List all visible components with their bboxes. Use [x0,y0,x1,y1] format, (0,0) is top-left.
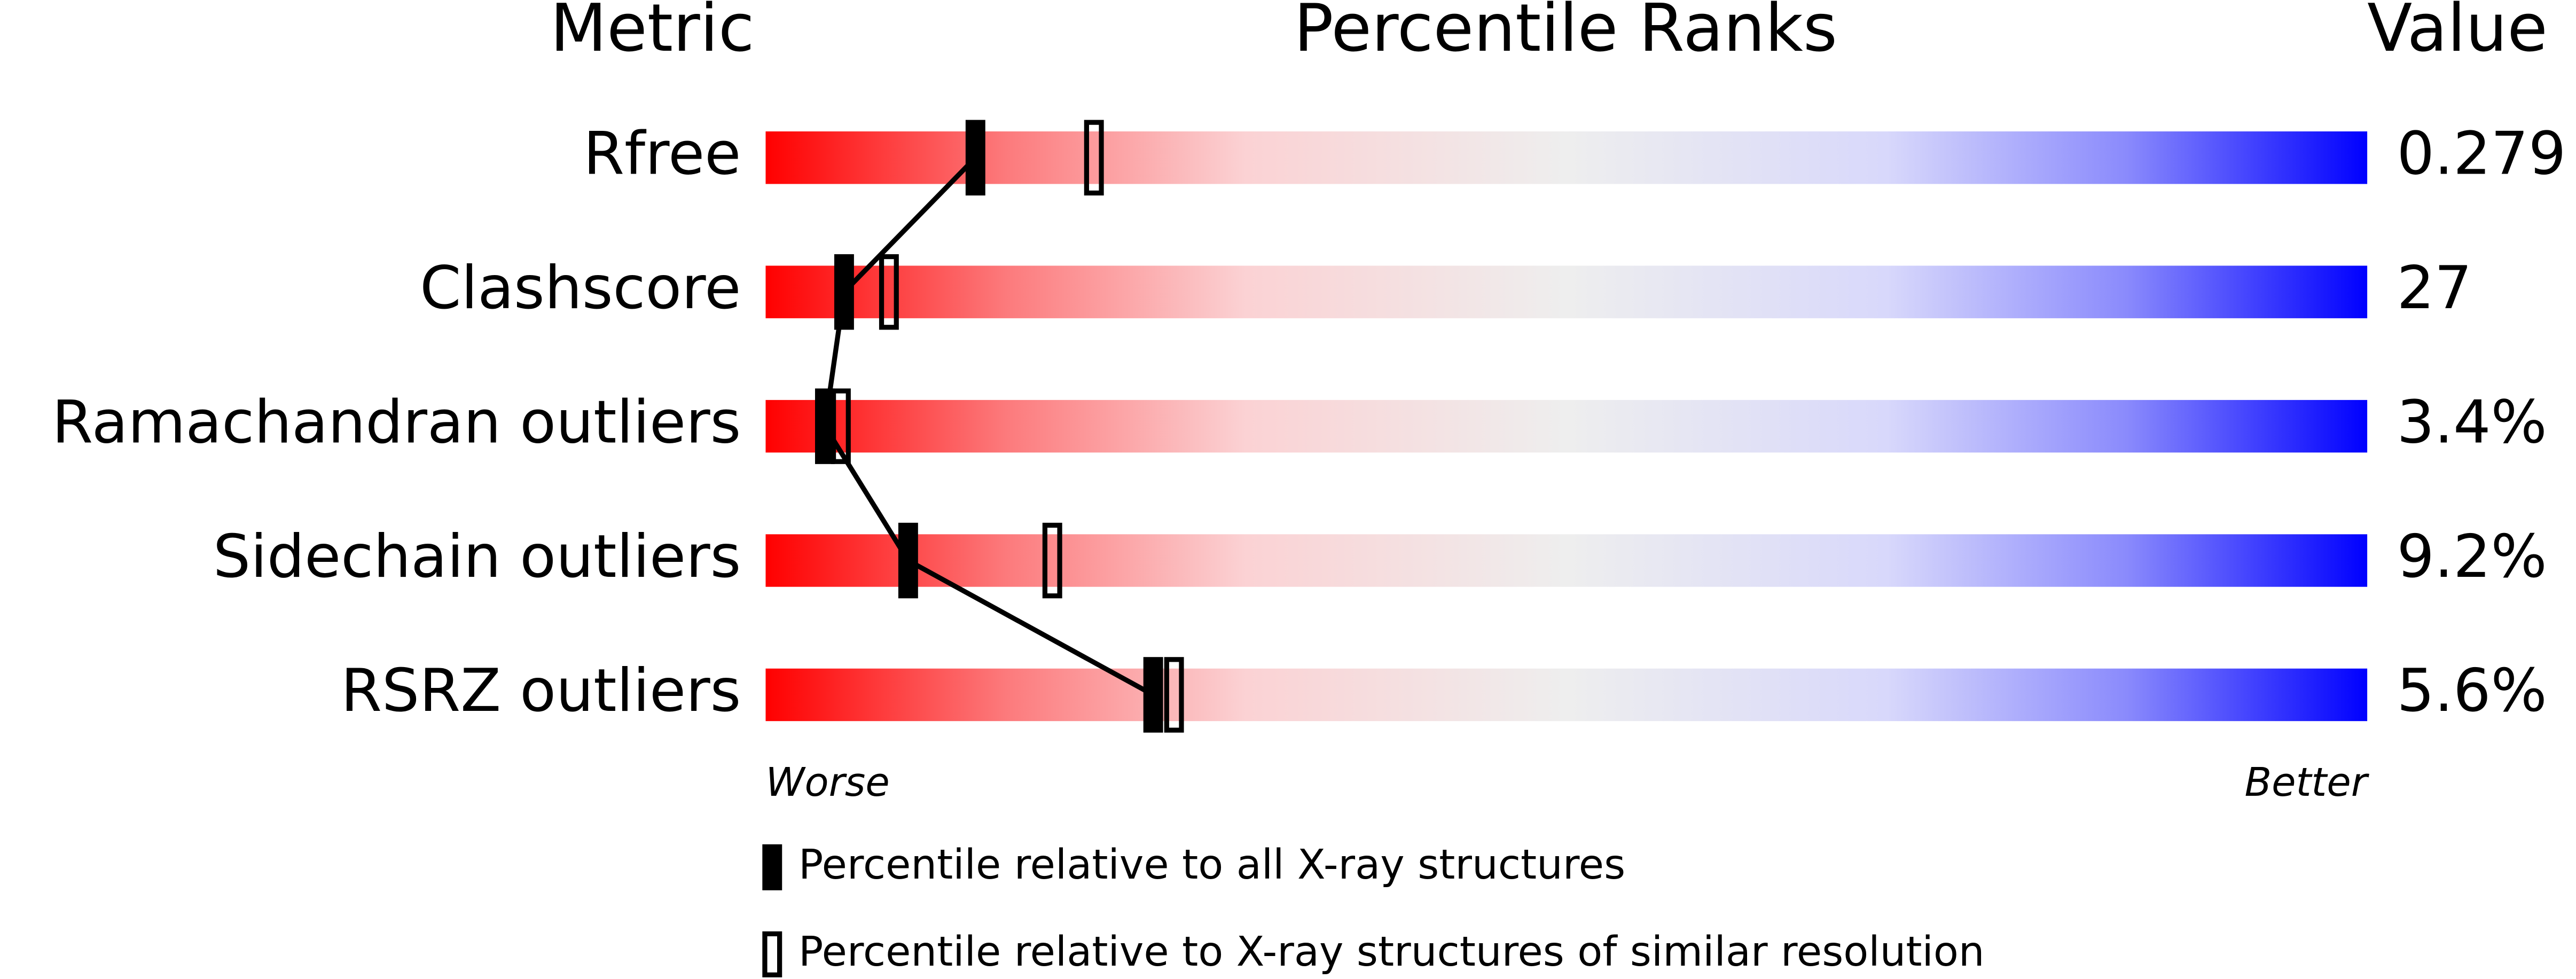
percentile-marker-open [1042,522,1062,599]
legend-swatch [762,844,782,890]
metric-value: 5.6% [2397,656,2547,725]
percentile-marker [834,254,854,330]
percentile-marker [898,522,918,599]
legend-label: Percentile relative to all X-ray structu… [798,841,1625,889]
percentile-bar [765,534,2368,587]
metric-value: 0.279 [2397,120,2566,189]
percentile-marker [815,388,835,464]
metric-value: 3.4% [2397,388,2547,457]
percentile-bar [765,131,2368,184]
axis-end-label: Better [2244,759,2369,805]
percentile-bar [765,668,2368,722]
metric-value: 27 [2397,254,2472,323]
percentile-marker [1143,657,1163,733]
percentile-marker [965,120,985,195]
metric-value: 9.2% [2397,522,2547,591]
percentile-marker-open [1164,657,1184,733]
metric-label: Ramachandran outliers [52,388,741,457]
metric-label: Clashscore [420,254,741,323]
percentile-marker-open [1084,120,1104,195]
legend-swatch [762,931,782,977]
axis-end-label: Worse [765,759,889,805]
column-header: Percentile Ranks [1294,0,1837,67]
column-header: Value [2367,0,2548,67]
legend-label: Percentile relative to X-ray structures … [798,928,1985,976]
metric-label: Rfree [583,120,741,189]
percentile-bar [765,265,2368,318]
metric-label: Sidechain outliers [213,522,741,591]
percentile-marker-open [879,254,899,330]
metric-label: RSRZ outliers [341,656,741,725]
percentile-bar [765,400,2368,453]
column-header: Metric [550,0,754,67]
